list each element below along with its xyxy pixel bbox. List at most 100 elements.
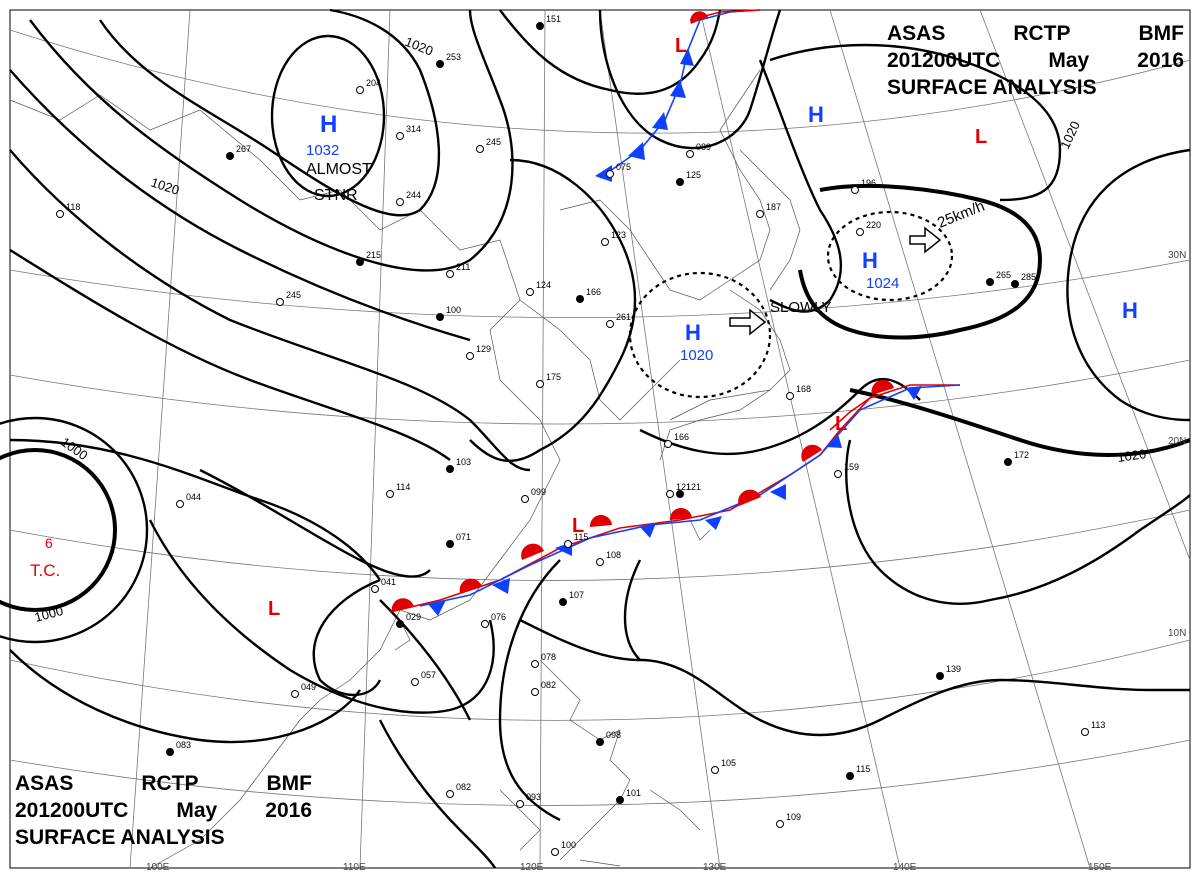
high-value-1032: 1032	[306, 142, 339, 159]
station-marker	[531, 660, 539, 668]
station-marker	[851, 186, 859, 194]
lon-label: 150E	[1088, 862, 1112, 873]
station-pressure-label: 109	[786, 812, 801, 822]
station-marker	[436, 60, 444, 68]
tc-label: T.C.	[30, 561, 60, 580]
station-pressure-label: 029	[406, 612, 421, 622]
annotations: ALMOST STNR SLOWLY 25km/h T.C. 6	[30, 161, 987, 580]
station-pressure-label: 075	[616, 162, 631, 172]
station-pressure-label: 089	[696, 142, 711, 152]
station-marker	[856, 228, 864, 236]
isobar-label: 1020	[1116, 446, 1147, 465]
station-marker	[559, 598, 567, 606]
station-marker	[436, 313, 444, 321]
station-marker	[531, 688, 539, 696]
station-pressure-label: 082	[541, 680, 556, 690]
tc-symbol-icon: 6	[45, 535, 53, 551]
station-marker	[276, 298, 284, 306]
station-marker	[356, 86, 364, 94]
station-marker	[516, 800, 524, 808]
station-marker	[226, 152, 234, 160]
station-pressure-label: 172	[1014, 450, 1029, 460]
station-pressure-label: 123	[611, 230, 626, 240]
lon-label: 110E	[343, 862, 366, 873]
title-line-2: 201200UTC May 2016	[15, 797, 312, 824]
station-pressure-label: 082	[456, 782, 471, 792]
station-pressure-label: 118	[66, 202, 80, 212]
station-marker	[846, 772, 854, 780]
station-marker	[551, 848, 559, 856]
station-pressure-label: 166	[586, 287, 601, 297]
station-pressure-label: 049	[301, 682, 316, 692]
station-pressure-label: 100	[446, 305, 461, 315]
station-pressure-label: 100	[561, 840, 576, 850]
station-pressure-label: 071	[456, 532, 471, 542]
title-bmf: BMF	[266, 772, 313, 795]
front-north	[595, 9, 761, 182]
station-marker	[481, 620, 489, 628]
station-pressure-label: 253	[446, 52, 461, 62]
lon-label: 140E	[893, 862, 917, 873]
station-marker	[386, 490, 394, 498]
station-marker	[396, 132, 404, 140]
station-pressure-label: 098	[606, 730, 621, 740]
station-marker	[834, 470, 842, 478]
high-center-east: H	[1122, 298, 1138, 323]
station-pressure-label: 265	[996, 270, 1011, 280]
high-center-1024: H	[862, 248, 878, 273]
station-marker	[536, 380, 544, 388]
station-pressure-label: 108	[606, 550, 621, 560]
station-marker	[446, 465, 454, 473]
station-pressure-label: 125	[686, 170, 701, 180]
high-dashed-rings	[628, 210, 954, 399]
station-pressure-label: 139	[946, 664, 961, 674]
low-center-wave: L	[572, 515, 584, 537]
stationary-front-south	[389, 379, 961, 616]
station-pressure-label: 105	[721, 758, 736, 768]
station-pressure-label: 151	[546, 14, 561, 24]
station-marker	[1004, 458, 1012, 466]
station-marker	[596, 738, 604, 746]
station-pressure-label: 107	[569, 590, 584, 600]
station-pressure-label: 245	[486, 137, 501, 147]
slowly-label: SLOWLY	[770, 299, 831, 316]
station-marker	[466, 352, 474, 360]
station-marker	[576, 295, 584, 303]
station-marker	[606, 320, 614, 328]
station-marker	[521, 495, 529, 503]
title-asas: ASAS	[887, 22, 946, 45]
station-marker	[526, 288, 534, 296]
title-line-3: SURFACE ANALYSIS	[887, 74, 1184, 101]
map-title-top-right: ASAS RCTP BMF 201200UTC May 2016 SURFACE…	[887, 20, 1184, 101]
station-marker	[411, 678, 419, 686]
station-pressure-label: 121	[686, 482, 701, 492]
station-pressure-label: 196	[861, 178, 876, 188]
station-pressure-label: 211	[456, 262, 470, 272]
title-line-2: 201200UTC May 2016	[887, 47, 1184, 74]
station-pressure-label: 285	[1021, 272, 1036, 282]
station-pressure-label: 093	[526, 792, 541, 802]
title-month: May	[176, 799, 218, 822]
high-center-north: H	[808, 102, 824, 127]
high-value-1020: 1020	[680, 347, 713, 364]
title-year: 2016	[265, 799, 312, 822]
station-marker	[166, 748, 174, 756]
station-marker	[356, 258, 364, 266]
station-marker	[756, 210, 764, 218]
station-pressure-label: 076	[491, 612, 506, 622]
high-center-1020: H	[685, 320, 701, 345]
station-pressure-label: 099	[531, 487, 546, 497]
station-marker	[446, 270, 454, 278]
station-marker	[291, 690, 299, 698]
station-pressure-label: 175	[546, 372, 561, 382]
title-analysis: SURFACE ANALYSIS	[15, 826, 225, 849]
station-pressure-label: 044	[186, 492, 201, 502]
stnr-label: STNR	[314, 187, 358, 204]
station-marker	[176, 500, 184, 508]
station-pressure-label: 078	[541, 652, 556, 662]
station-marker	[476, 145, 484, 153]
station-marker	[371, 585, 379, 593]
title-time: 201200UTC	[887, 49, 1001, 72]
title-time: 201200UTC	[15, 799, 129, 822]
title-year: 2016	[1137, 49, 1184, 72]
